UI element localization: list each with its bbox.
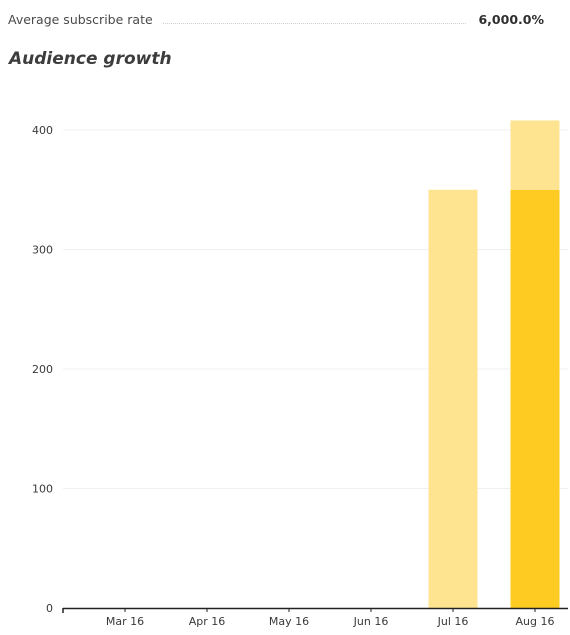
audience-growth-title: Audience growth	[9, 49, 172, 69]
x-tick-label: Aug 16	[516, 615, 555, 628]
x-tick-label: May 16	[269, 615, 309, 628]
y-tick-label: 200	[32, 363, 53, 376]
y-tick-label: 100	[32, 483, 53, 496]
x-tick-label: Mar 16	[106, 615, 144, 628]
bar-light-jul-16	[428, 189, 478, 608]
y-tick-label: 0	[46, 602, 53, 615]
dotted-leader	[162, 22, 467, 24]
subscribe-rate-value: 6,000.0%	[478, 11, 544, 27]
x-tick-label: Jul 16	[437, 615, 469, 628]
bar-dark-aug-16	[510, 189, 560, 608]
subscribe-rate-label: Average subscribe rate	[8, 11, 153, 27]
y-tick-label: 400	[32, 124, 53, 137]
subscribe-rate-row: Average subscribe rate 6,000.0%	[8, 9, 554, 29]
y-tick-label: 300	[32, 244, 53, 257]
x-tick-label: Apr 16	[189, 615, 226, 628]
bar-light-aug-16	[510, 120, 560, 190]
x-tick-label: Jun 16	[353, 615, 389, 628]
